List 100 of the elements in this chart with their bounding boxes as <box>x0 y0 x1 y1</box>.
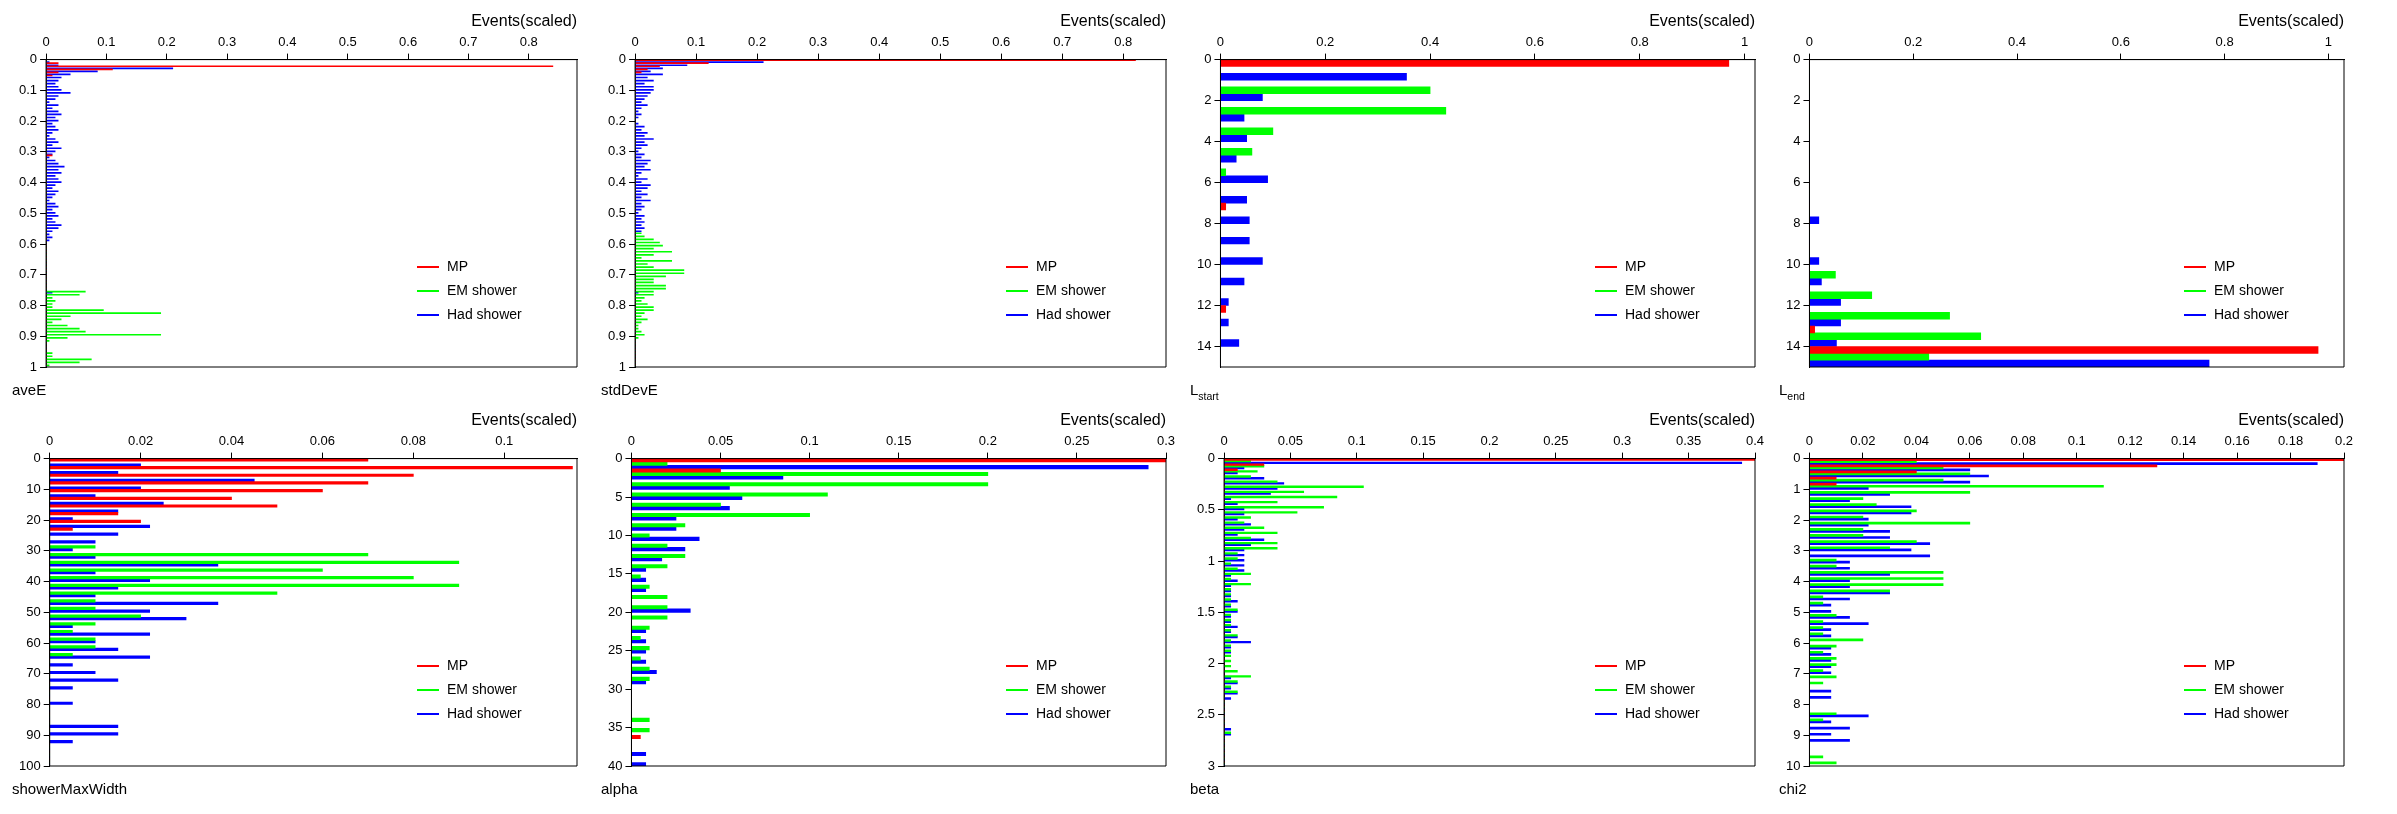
y-tick-label: 10 <box>607 527 623 543</box>
y-tick-label: 0.3 <box>18 143 38 159</box>
y-tick-label: 0 <box>1793 450 1801 466</box>
x-tick-label: 0.2 <box>2334 433 2354 449</box>
x-tick-label: 0.14 <box>2170 433 2197 449</box>
x-axis-title: Events(scaled) <box>1060 12 1167 29</box>
y-tick-label: 0 <box>1207 450 1216 466</box>
x-tick-label: 0.05 <box>1277 433 1304 449</box>
y-tick-label: 4 <box>1793 573 1801 589</box>
y-tick-label: 1 <box>1207 552 1216 568</box>
x-tick-label: 0.18 <box>2277 433 2304 449</box>
y-tick-label: 0 <box>1793 51 1801 67</box>
x-tick-label: 0.2 <box>1904 34 1923 50</box>
x-tick-label: 0.08 <box>2010 433 2036 449</box>
legend-label: EM shower <box>2214 680 2285 697</box>
y-tick-label: 0 <box>615 450 623 466</box>
y-tick-label: 2 <box>1204 92 1212 108</box>
x-tick-label: 0.1 <box>800 433 819 449</box>
legend-label: MP <box>447 656 468 673</box>
x-tick-label: 0.25 <box>1543 433 1569 449</box>
x-tick-label: 0.2 <box>748 34 767 50</box>
y-tick-label: 0 <box>618 51 627 67</box>
y-tick-label: 6 <box>1793 174 1801 190</box>
x-tick-label: 0 <box>1805 433 1814 449</box>
y-tick-label: 70 <box>26 665 41 681</box>
legend-label: MP <box>1036 656 1057 673</box>
x-tick-label: 0.2 <box>978 433 997 449</box>
y-tick-label: 0.1 <box>607 81 627 97</box>
x-tick-label: 0.4 <box>278 34 297 50</box>
x-tick-label: 0.2 <box>1316 34 1335 50</box>
y-tick-label: 0 <box>1204 51 1212 67</box>
y-tick-label: 35 <box>607 719 623 735</box>
y-tick-label: 0.6 <box>18 235 38 251</box>
y-tick-label: 0.8 <box>607 297 627 313</box>
y-tick-label: 0.2 <box>18 112 38 128</box>
x-axis-title: Events(scaled) <box>471 12 578 29</box>
x-axis-title: Events(scaled) <box>1060 411 1167 428</box>
x-tick-label: 0.4 <box>1745 433 1765 449</box>
x-tick-label: 0.8 <box>2215 34 2234 50</box>
y-tick-label: 0.3 <box>607 143 627 159</box>
legend-label: Had shower <box>1036 305 1112 322</box>
x-tick-label: 0.3 <box>809 34 828 50</box>
legend-label: Had shower <box>447 305 523 322</box>
legend-label: EM shower <box>1625 281 1696 298</box>
y-tick-label: 8 <box>1793 215 1801 231</box>
y-axis-title: beta <box>1190 780 1220 797</box>
y-tick-label: 5 <box>1793 603 1801 619</box>
x-tick-label: 0.5 <box>931 34 950 50</box>
x-tick-label: 0.35 <box>1675 433 1702 449</box>
y-tick-label: 9 <box>1793 726 1801 742</box>
y-tick-label: 3 <box>1793 542 1801 558</box>
y-tick-label: 0 <box>33 450 41 466</box>
y-tick-label: 14 <box>1785 338 1801 354</box>
legend-label: Had shower <box>2214 305 2290 322</box>
x-tick-label: 0.3 <box>1156 433 1176 449</box>
y-tick-label: 90 <box>26 726 41 742</box>
x-tick-label: 0.08 <box>400 433 427 449</box>
x-axis-title: Events(scaled) <box>471 411 578 428</box>
y-tick-label: 2 <box>1793 511 1801 527</box>
legend-label: MP <box>2214 257 2235 274</box>
y-tick-label: 15 <box>607 565 623 581</box>
y-tick-label: 14 <box>1196 338 1212 354</box>
x-tick-label: 0.4 <box>2008 34 2027 50</box>
legend-label: EM shower <box>447 281 518 298</box>
x-tick-label: 0.1 <box>97 34 116 50</box>
x-tick-label: 0.16 <box>2224 433 2250 449</box>
y-tick-label: 0.4 <box>18 174 38 190</box>
y-tick-label: 2 <box>1793 92 1801 108</box>
x-tick-label: 0.6 <box>2111 34 2130 50</box>
y-tick-label: 0.4 <box>607 174 627 190</box>
x-tick-label: 0 <box>631 34 639 50</box>
y-tick-label: 4 <box>1204 133 1212 149</box>
x-tick-label: 0.7 <box>1053 34 1072 50</box>
y-tick-label: 20 <box>607 603 623 619</box>
y-tick-label: 8 <box>1793 696 1801 712</box>
legend-label: MP <box>2214 656 2235 673</box>
x-tick-label: 0.1 <box>1347 433 1366 449</box>
y-tick-label: 3 <box>1207 757 1216 773</box>
y-tick-label: 0.9 <box>18 327 38 343</box>
x-tick-label: 0.4 <box>1421 34 1440 50</box>
x-tick-label: 1 <box>1740 34 1749 50</box>
y-tick-label: 50 <box>26 603 41 619</box>
y-axis-title: aveE <box>12 381 47 398</box>
y-tick-label: 0.2 <box>607 112 627 128</box>
y-tick-label: 30 <box>26 542 41 558</box>
x-tick-label: 1 <box>2324 34 2333 50</box>
y-tick-label: 0.8 <box>18 297 38 313</box>
legend-label: Had shower <box>1036 704 1112 721</box>
y-tick-label: 30 <box>607 680 623 696</box>
y-axis-title: chi2 <box>1779 780 1807 797</box>
legend-label: EM shower <box>447 680 518 697</box>
y-tick-label: 6 <box>1793 634 1801 650</box>
x-tick-label: 0.8 <box>1630 34 1649 50</box>
x-tick-label: 0.6 <box>399 34 418 50</box>
x-tick-label: 0.05 <box>707 433 734 449</box>
y-tick-label: 1 <box>29 358 38 374</box>
y-tick-label: 1.5 <box>1196 603 1216 619</box>
x-tick-label: 0 <box>1220 433 1228 449</box>
y-tick-label: 10 <box>1785 256 1801 272</box>
y-tick-label: 60 <box>26 634 41 650</box>
